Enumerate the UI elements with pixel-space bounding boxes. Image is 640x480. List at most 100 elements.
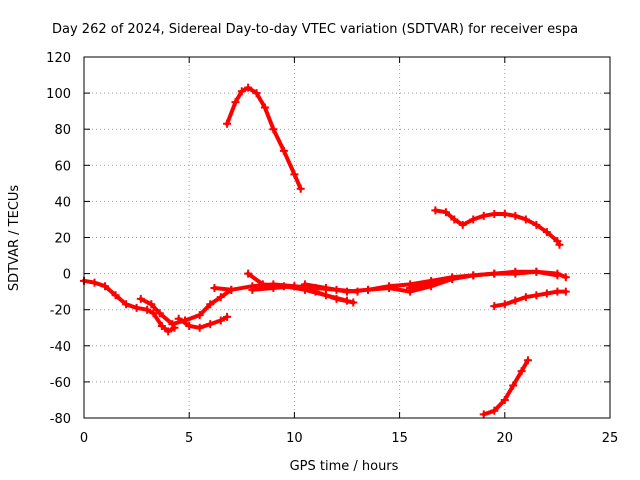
data-point <box>237 87 246 96</box>
data-point <box>185 321 194 330</box>
data-point <box>500 395 509 404</box>
data-point <box>532 267 541 276</box>
data-point <box>321 284 330 293</box>
data-point <box>521 215 530 224</box>
data-point <box>223 312 232 321</box>
series-arc-1 <box>80 276 179 336</box>
data-point <box>174 314 183 323</box>
data-point <box>132 303 141 312</box>
data-point <box>553 287 562 296</box>
data-point <box>311 287 320 296</box>
data-point <box>157 321 166 330</box>
y-axis-label: SDTVAR / TECUs <box>7 185 22 292</box>
series-arc-3 <box>174 312 232 332</box>
data-point <box>500 300 509 309</box>
y-tick-label: 100 <box>46 87 71 102</box>
data-point <box>553 271 562 280</box>
data-point <box>406 284 415 293</box>
series-arc-6 <box>248 282 358 307</box>
data-point <box>300 280 309 289</box>
axis-ticks <box>83 56 611 419</box>
y-tick-label: -20 <box>50 304 71 319</box>
x-axis-label: GPS time / hours <box>290 459 399 474</box>
data-point <box>296 184 305 193</box>
data-point <box>206 320 215 329</box>
x-tick-label: 20 <box>497 431 514 446</box>
data-point <box>450 215 459 224</box>
data-point <box>244 269 253 278</box>
data-point <box>385 284 394 293</box>
x-tick-label: 25 <box>602 431 619 446</box>
data-point <box>168 320 177 329</box>
data-point <box>122 300 131 309</box>
data-point <box>448 275 457 284</box>
data-point <box>542 228 551 237</box>
data-point <box>561 287 570 296</box>
data-point <box>155 309 164 318</box>
data-point <box>216 316 225 325</box>
series-arc-13 <box>479 356 532 419</box>
x-tick-label: 5 <box>185 431 193 446</box>
data-point <box>427 278 436 287</box>
data-point <box>523 356 532 365</box>
y-tick-label: 40 <box>54 195 71 210</box>
data-point <box>490 406 499 415</box>
x-tick-labels: 0 5 10 15 20 25 <box>80 431 618 446</box>
data-point <box>458 220 467 229</box>
series-arc-10 <box>223 83 305 193</box>
data-point <box>511 296 520 305</box>
data-point <box>210 284 219 293</box>
data-point <box>223 119 232 128</box>
data-point <box>290 170 299 179</box>
data-point <box>269 284 278 293</box>
data-point <box>147 300 156 309</box>
data-point <box>532 291 541 300</box>
data-point <box>469 271 478 280</box>
data-point <box>490 210 499 219</box>
data-point <box>509 381 518 390</box>
x-tick-label: 10 <box>286 431 303 446</box>
data-point <box>343 287 351 296</box>
data-point <box>231 98 240 107</box>
data-point <box>252 89 261 98</box>
data-point <box>111 291 120 300</box>
data-point <box>511 269 520 278</box>
series-line <box>225 85 303 191</box>
data-point <box>441 208 450 217</box>
data-point <box>349 298 358 307</box>
data-point <box>511 211 520 220</box>
data-point <box>479 410 488 419</box>
data-point <box>248 285 257 294</box>
data-point <box>490 302 499 311</box>
data-point <box>279 146 288 155</box>
y-tick-label: 60 <box>54 159 71 174</box>
data-point <box>164 327 173 336</box>
data-series-group <box>80 83 570 419</box>
y-tick-label: 120 <box>46 51 71 66</box>
data-point <box>90 278 99 287</box>
data-point <box>542 289 551 298</box>
data-point <box>479 211 488 220</box>
y-tick-label: 80 <box>54 123 71 138</box>
data-point <box>227 285 236 294</box>
gridlines <box>84 57 610 418</box>
data-point <box>195 311 204 320</box>
data-point <box>136 294 145 303</box>
y-tick-label: -60 <box>50 376 71 391</box>
data-point <box>206 300 215 309</box>
data-point <box>517 367 526 376</box>
x-tick-label: 15 <box>391 431 408 446</box>
data-point <box>101 282 110 291</box>
series-arc-12 <box>490 287 570 311</box>
data-point <box>195 323 204 332</box>
data-point <box>555 240 564 249</box>
y-tick-label: -40 <box>50 340 71 355</box>
data-point <box>532 220 541 229</box>
y-tick-label: 20 <box>54 232 71 247</box>
data-point <box>561 273 570 282</box>
data-point <box>364 285 373 294</box>
data-point <box>521 293 530 302</box>
chart-title: Day 262 of 2024, Sidereal Day-to-day VTE… <box>52 22 578 37</box>
